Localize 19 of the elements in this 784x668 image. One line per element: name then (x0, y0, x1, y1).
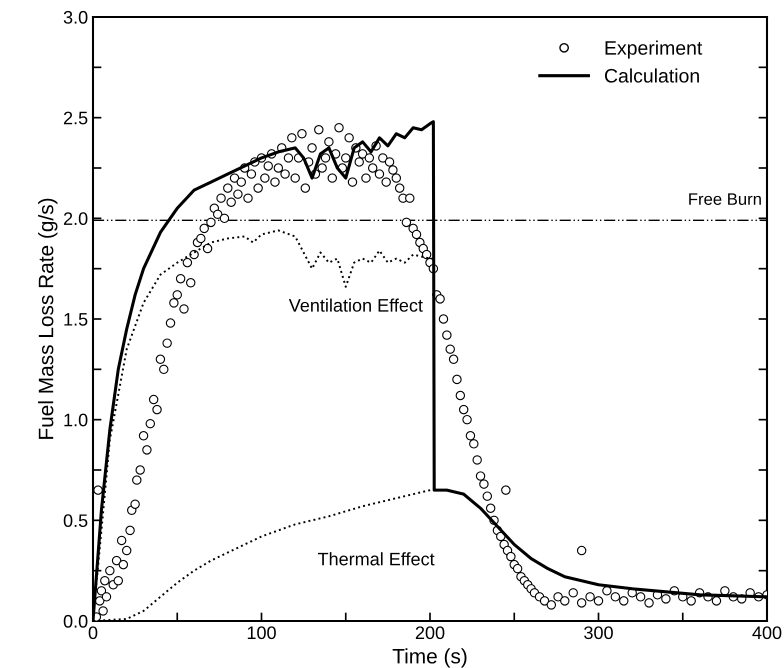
x-tick-label: 400 (752, 626, 782, 640)
x-tick-label: 100 (248, 626, 276, 640)
x-axis-title: Time (s) (392, 648, 467, 668)
y-tick-label: 0.5 (64, 514, 88, 528)
y-tick-label: 2.0 (64, 212, 88, 226)
ref-line-label: Free Burn (689, 193, 761, 205)
y-tick-label: 1.5 (64, 313, 88, 326)
y-tick-label: 2.5 (64, 112, 88, 124)
x-tick-label: 300 (584, 626, 613, 640)
annotation: Ventilation Effect (288, 298, 423, 312)
annotation: Thermal Effect (318, 552, 434, 566)
y-tick-label: 0.0 (64, 614, 88, 628)
x-tick-label: 200 (416, 626, 444, 640)
y-tick-label: 3.0 (64, 10, 88, 24)
legend-label: Experiment (606, 40, 702, 59)
y-axis-title: Fuel Mass Loss Rate (g/s) (38, 198, 58, 439)
x-tick-label: 0 (88, 626, 98, 640)
y-tick-label: 1.0 (64, 414, 88, 426)
legend-label: Calculation (604, 68, 699, 83)
